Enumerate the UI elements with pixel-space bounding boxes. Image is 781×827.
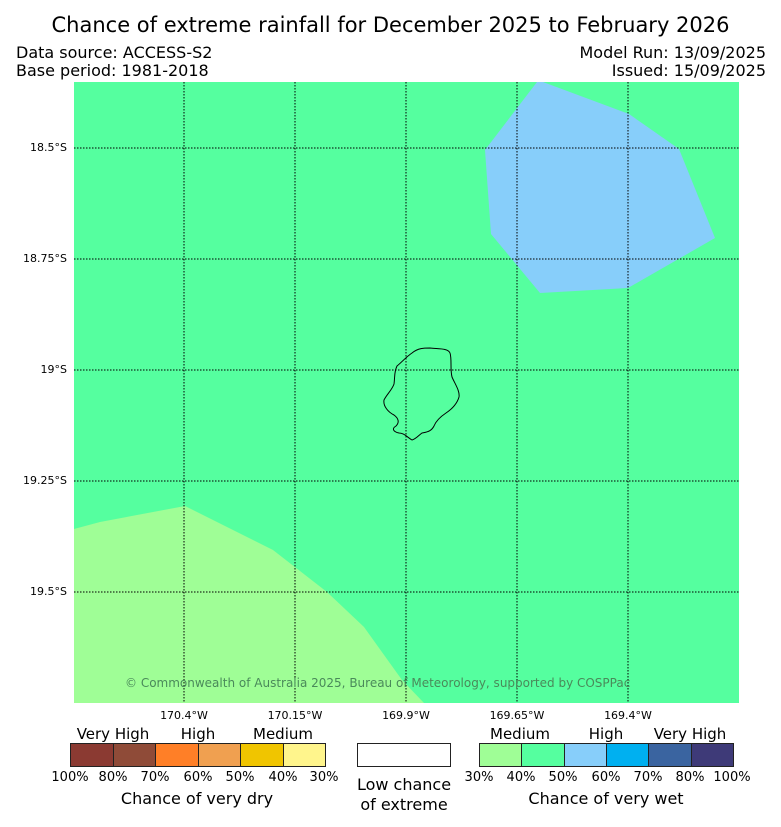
wet-low-region	[74, 506, 424, 703]
wet-swatch	[564, 744, 607, 766]
wet-colorbar	[479, 743, 734, 767]
wet-tick: 30%	[464, 770, 494, 785]
wet-tick: 60%	[591, 770, 621, 785]
dry-tick: 60%	[183, 770, 213, 785]
base-period-text: Base period: 1981-2018	[16, 61, 209, 80]
data-source-text: Data source: ACCESS-S2	[16, 43, 213, 62]
wet-tick: 50%	[548, 770, 578, 785]
dry-tick: 50%	[225, 770, 255, 785]
dry-tick: 40%	[268, 770, 298, 785]
wet-category-high: High	[588, 725, 624, 743]
dry-tick: 30%	[309, 770, 339, 785]
wet-high-region	[485, 82, 715, 293]
graticule	[74, 82, 739, 703]
wet-swatch	[480, 744, 523, 766]
wet-category-very-high: Very High	[653, 725, 727, 743]
low-chance-swatch	[357, 743, 451, 767]
wet-legend-title: Chance of very wet	[528, 789, 684, 808]
lat-label-19-5: 19.5°S	[30, 585, 67, 598]
wet-category-medium: Medium	[490, 725, 550, 743]
dry-legend-title: Chance of very dry	[120, 789, 274, 808]
wet-swatch	[606, 744, 650, 766]
low-chance-label-line2: of extreme	[360, 795, 448, 814]
dry-tick: 100%	[51, 770, 89, 785]
dry-tick: 70%	[140, 770, 170, 785]
dry-swatch	[198, 744, 241, 766]
wet-tick: 100%	[713, 770, 751, 785]
wet-tick: 70%	[633, 770, 663, 785]
dry-swatch	[283, 744, 325, 766]
dry-colorbar	[70, 743, 326, 767]
lat-label-19: 19°S	[40, 363, 67, 376]
lat-label-19-25: 19.25°S	[23, 474, 67, 487]
dry-tick: 80%	[98, 770, 128, 785]
wet-swatch	[649, 744, 692, 766]
wet-swatch	[522, 744, 565, 766]
map-canvas	[74, 82, 739, 703]
lon-label-170-15: 170.15°W	[267, 709, 323, 722]
lon-label-169-65: 169.65°W	[489, 709, 545, 722]
low-chance-label-line1: Low chance	[356, 775, 452, 794]
dry-category-very-high: Very High	[76, 725, 150, 743]
lon-label-169-4: 169.4°W	[604, 709, 652, 722]
dry-category-high: High	[180, 725, 216, 743]
dry-swatch	[156, 744, 199, 766]
dry-swatch	[71, 744, 114, 766]
dry-category-medium: Medium	[253, 725, 313, 743]
map-panel: © Commonwealth of Australia 2025, Bureau…	[74, 82, 739, 703]
dry-swatch	[241, 744, 284, 766]
model-run-text: Model Run: 13/09/2025	[579, 43, 767, 62]
lon-label-170-4: 170.4°W	[160, 709, 208, 722]
wet-tick: 80%	[675, 770, 705, 785]
dry-swatch	[113, 744, 156, 766]
lon-label-169-9: 169.9°W	[382, 709, 430, 722]
wet-tick: 40%	[506, 770, 536, 785]
lat-label-18-75: 18.75°S	[23, 252, 67, 265]
copyright-notice: © Commonwealth of Australia 2025, Bureau…	[125, 676, 631, 690]
map-title: Chance of extreme rainfall for December …	[51, 13, 730, 37]
wet-swatch	[691, 744, 733, 766]
niue-island-outline	[383, 347, 460, 441]
lat-label-18-5: 18.5°S	[30, 141, 67, 154]
issued-text: Issued: 15/09/2025	[611, 61, 766, 80]
